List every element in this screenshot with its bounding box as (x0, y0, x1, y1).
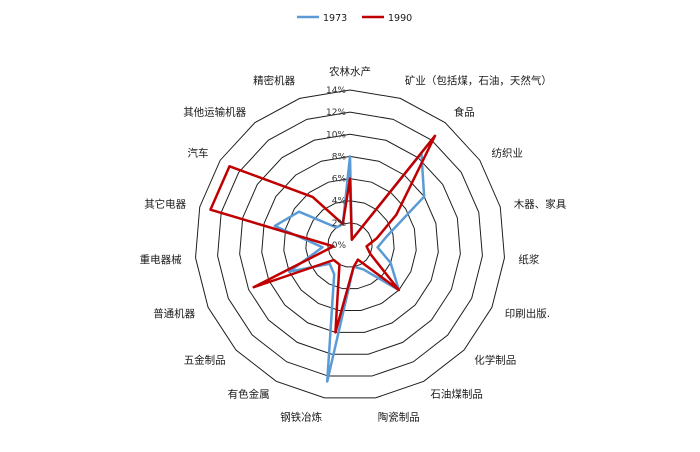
tick-label: 8% (332, 152, 347, 162)
grid-ring-10 (239, 133, 461, 355)
category-label: 农林水产 (329, 65, 371, 78)
category-label: 矿业（包括煤，石油，天然气） (405, 74, 552, 87)
category-label: 印刷出版. (505, 307, 550, 320)
category-label: 五金制品 (184, 354, 226, 367)
tick-label: 14% (326, 86, 346, 96)
legend-label: 1973 (323, 13, 347, 24)
tick-label: 0% (332, 241, 347, 251)
grid-ring-2 (327, 222, 373, 268)
category-label: 陶瓷制品 (378, 411, 420, 424)
series-line-1973 (273, 152, 426, 383)
tick-label: 10% (326, 130, 346, 140)
category-label: 石油煤制品 (430, 388, 483, 401)
grid-ring-8 (261, 155, 439, 333)
category-label: 精密机器 (253, 74, 295, 87)
category-label: 钢铁冶炼 (280, 411, 322, 424)
grid-ring-12 (217, 111, 483, 377)
radial-tick-labels: 0% 2% 4% 6% 8% 10% 12% 14% (326, 86, 346, 251)
legend-label: 1990 (388, 13, 412, 24)
category-label: 化学制品 (474, 354, 516, 367)
category-label: 食品 (454, 106, 475, 119)
category-label: 汽车 (188, 147, 209, 160)
tick-label: 4% (332, 197, 347, 207)
category-label: 纸浆 (518, 253, 539, 266)
tick-label: 6% (332, 175, 347, 185)
radar-grid (195, 89, 505, 399)
series-layer (209, 134, 437, 383)
series-line-1990 (209, 134, 437, 334)
category-label: 有色金属 (228, 388, 270, 401)
grid-ring-14 (195, 89, 505, 399)
category-label: 木器、家具 (514, 198, 567, 211)
tick-label: 12% (326, 108, 346, 118)
category-label: 普通机器 (153, 307, 195, 320)
category-label: 重电器械 (140, 253, 182, 266)
legend: 1973 1990 (297, 13, 412, 24)
category-label: 纺织业 (492, 147, 524, 160)
category-label: 其他运输机器 (183, 106, 246, 119)
grid-ring-6 (283, 178, 417, 312)
tick-label: 2% (332, 219, 347, 229)
category-label: 其它电器 (144, 198, 186, 211)
